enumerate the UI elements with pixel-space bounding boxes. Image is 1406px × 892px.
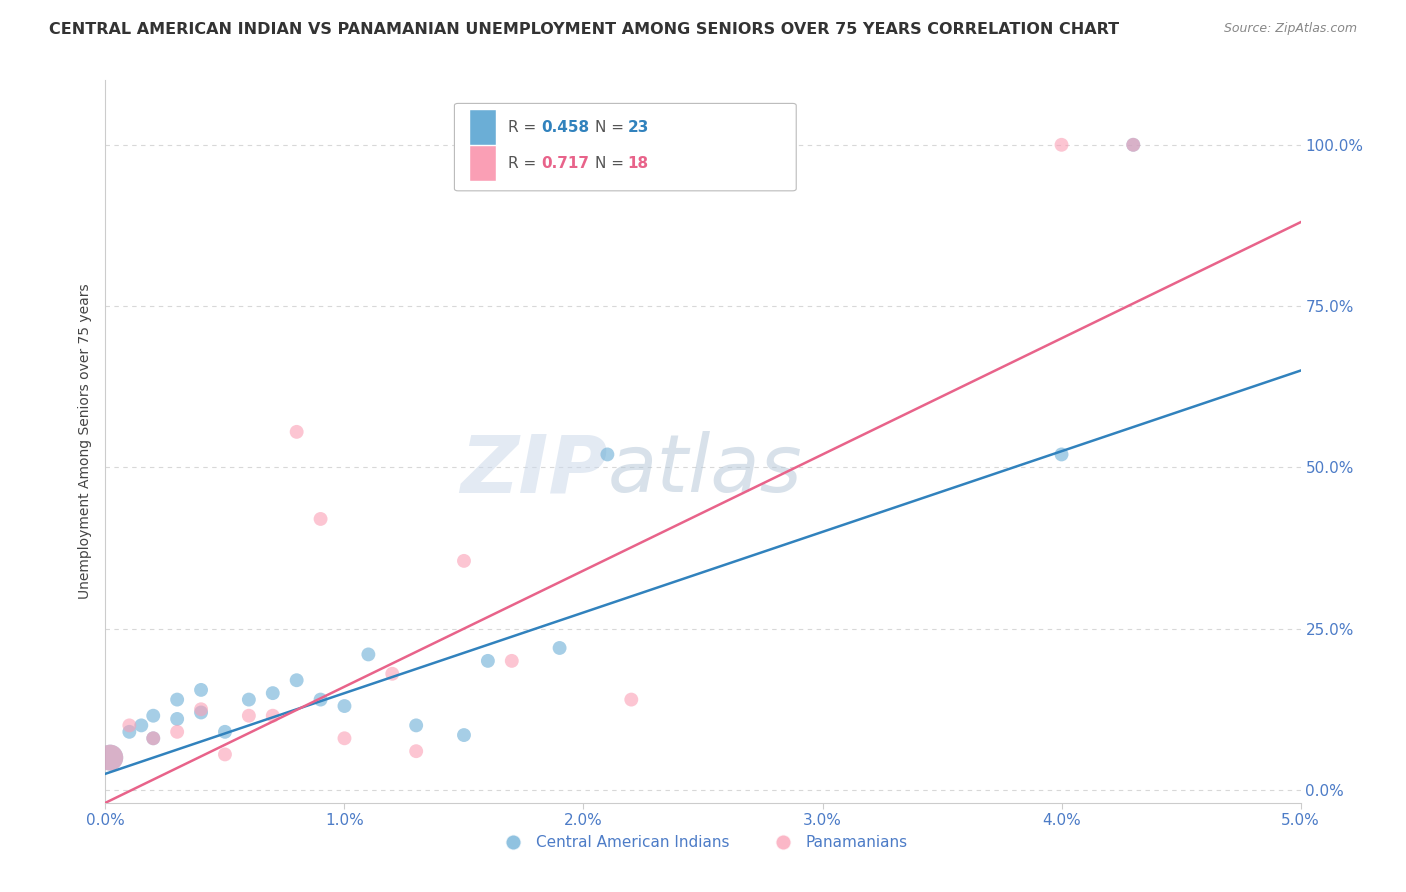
Point xyxy=(285,425,308,439)
Point xyxy=(309,512,332,526)
Point xyxy=(357,648,380,662)
Point xyxy=(190,706,212,720)
Point xyxy=(381,666,404,681)
Point xyxy=(118,724,141,739)
Text: N =: N = xyxy=(596,156,630,171)
Point xyxy=(309,692,332,706)
Point xyxy=(285,673,308,688)
Point xyxy=(214,747,236,762)
Point xyxy=(405,718,427,732)
Point xyxy=(620,692,643,706)
Point xyxy=(238,692,260,706)
Point xyxy=(501,654,523,668)
Point xyxy=(190,702,212,716)
Text: atlas: atlas xyxy=(607,432,803,509)
Text: 23: 23 xyxy=(627,120,650,135)
Point xyxy=(166,692,188,706)
Text: R =: R = xyxy=(508,120,541,135)
Point xyxy=(129,718,153,732)
FancyBboxPatch shape xyxy=(470,146,496,181)
Point xyxy=(98,750,121,764)
Point xyxy=(477,654,499,668)
Text: Source: ZipAtlas.com: Source: ZipAtlas.com xyxy=(1223,22,1357,36)
Y-axis label: Unemployment Among Seniors over 75 years: Unemployment Among Seniors over 75 years xyxy=(79,284,93,599)
Text: N =: N = xyxy=(596,120,630,135)
Text: 0.458: 0.458 xyxy=(541,120,589,135)
Text: CENTRAL AMERICAN INDIAN VS PANAMANIAN UNEMPLOYMENT AMONG SENIORS OVER 75 YEARS C: CENTRAL AMERICAN INDIAN VS PANAMANIAN UN… xyxy=(49,22,1119,37)
Point xyxy=(238,708,260,723)
Point xyxy=(262,708,284,723)
Point xyxy=(453,554,475,568)
FancyBboxPatch shape xyxy=(470,110,496,145)
Text: 18: 18 xyxy=(627,156,648,171)
Legend: Central American Indians, Panamanians: Central American Indians, Panamanians xyxy=(492,830,914,856)
Point xyxy=(453,728,475,742)
Point xyxy=(1050,447,1073,461)
Point xyxy=(214,724,236,739)
Point xyxy=(333,731,356,746)
Point xyxy=(142,731,165,746)
Text: 0.717: 0.717 xyxy=(541,156,589,171)
Point xyxy=(166,724,188,739)
Point xyxy=(98,750,121,764)
Point xyxy=(1122,137,1144,152)
Point xyxy=(1122,137,1144,152)
Point xyxy=(333,699,356,714)
Point xyxy=(142,731,165,746)
Point xyxy=(405,744,427,758)
Point xyxy=(142,708,165,723)
Point xyxy=(1050,137,1073,152)
Text: ZIP: ZIP xyxy=(460,432,607,509)
Point xyxy=(118,718,141,732)
Point xyxy=(166,712,188,726)
Point xyxy=(190,682,212,697)
FancyBboxPatch shape xyxy=(454,103,796,191)
Point xyxy=(548,640,571,655)
Text: R =: R = xyxy=(508,156,541,171)
Point xyxy=(596,447,619,461)
Point xyxy=(262,686,284,700)
